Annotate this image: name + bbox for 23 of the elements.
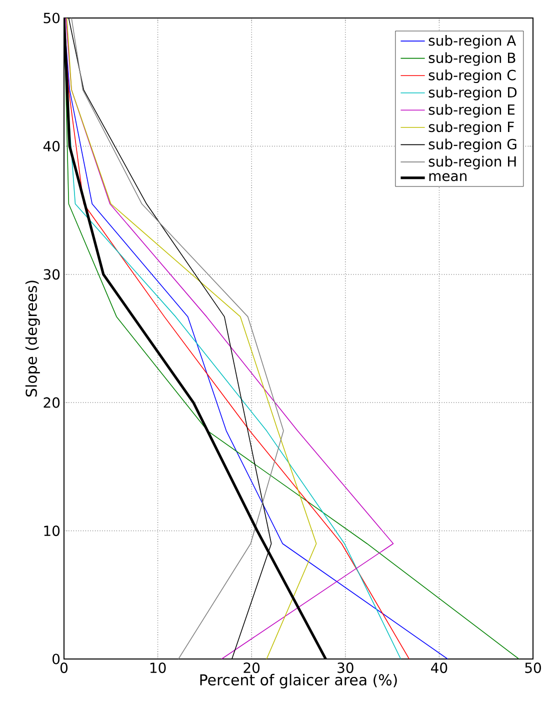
- y-tick-label: 10: [44, 526, 60, 536]
- legend-label: sub-region G: [428, 138, 516, 152]
- y-tick-label: 20: [44, 397, 60, 408]
- x-tick-label: 0: [60, 662, 68, 674]
- x-tick-label: 40: [430, 662, 448, 674]
- legend-label: sub-region E: [428, 104, 514, 118]
- legend-label: sub-region C: [428, 70, 516, 84]
- y-tick-label: 30: [44, 269, 60, 280]
- y-axis-title: Slope (degrees): [25, 280, 40, 397]
- legend-label: mean: [429, 173, 466, 182]
- legend-label: sub-region F: [428, 121, 514, 135]
- y-tick-label: 50: [44, 12, 60, 24]
- legend-label: sub-region B: [428, 52, 516, 66]
- x-tick-label: 50: [525, 662, 541, 674]
- x-axis-title: Percent of glaicer area (%): [200, 674, 397, 688]
- legend-label: sub-region A: [428, 35, 516, 48]
- x-tick-label: 10: [150, 662, 166, 674]
- x-tick-label: 30: [337, 662, 354, 674]
- y-tick-label: 40: [43, 140, 60, 152]
- legend-label: sub-region H: [428, 156, 516, 170]
- y-tick-label: 0: [52, 654, 60, 664]
- x-tick-label: 20: [244, 662, 260, 674]
- legend-label: sub-region D: [428, 86, 516, 100]
